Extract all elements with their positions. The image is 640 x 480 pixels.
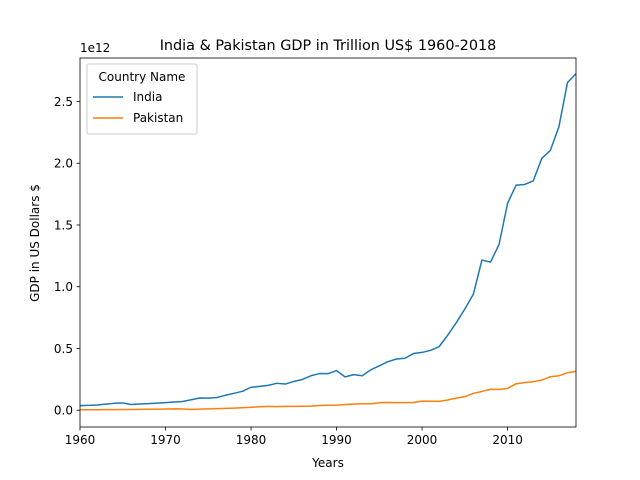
x-tick-label: 1960: [65, 433, 96, 447]
x-axis-label: Years: [311, 456, 344, 470]
series-line-india: [80, 73, 576, 407]
y-offset-text: 1e12: [80, 41, 110, 55]
series-group: [80, 73, 576, 411]
x-tick-label: 2000: [407, 433, 438, 447]
y-tick-label: 0.5: [54, 342, 73, 356]
y-tick-label: 1.5: [54, 218, 73, 232]
y-tick-label: 0.0: [54, 404, 73, 418]
chart-title: India & Pakistan GDP in Trillion US$ 196…: [160, 38, 497, 54]
x-tick-label: 1970: [150, 433, 181, 447]
legend-label-pakistan: Pakistan: [133, 111, 183, 125]
legend-label-india: India: [133, 90, 162, 104]
axes-frame: [79, 57, 577, 428]
y-tick-label: 2.0: [54, 157, 73, 171]
series-line-pakistan: [80, 370, 576, 411]
x-tick-label: 2010: [492, 433, 523, 447]
x-tick-label: 1990: [321, 433, 352, 447]
axes-group: 1960 1970 1980 1990 2000 2010 0.0 0.5 1.0 1.5 2.0 2…: [54, 57, 577, 447]
y-axis-label: GDP in US Dollars $: [28, 184, 42, 302]
y-tick-label: 1.0: [54, 280, 73, 294]
legend: Country Name India Pakistan: [86, 63, 198, 135]
legend-title: Country Name: [99, 70, 186, 84]
x-tick-label: 1980: [236, 433, 267, 447]
y-tick-label: 2.5: [54, 95, 73, 109]
legend-frame: [86, 63, 198, 135]
